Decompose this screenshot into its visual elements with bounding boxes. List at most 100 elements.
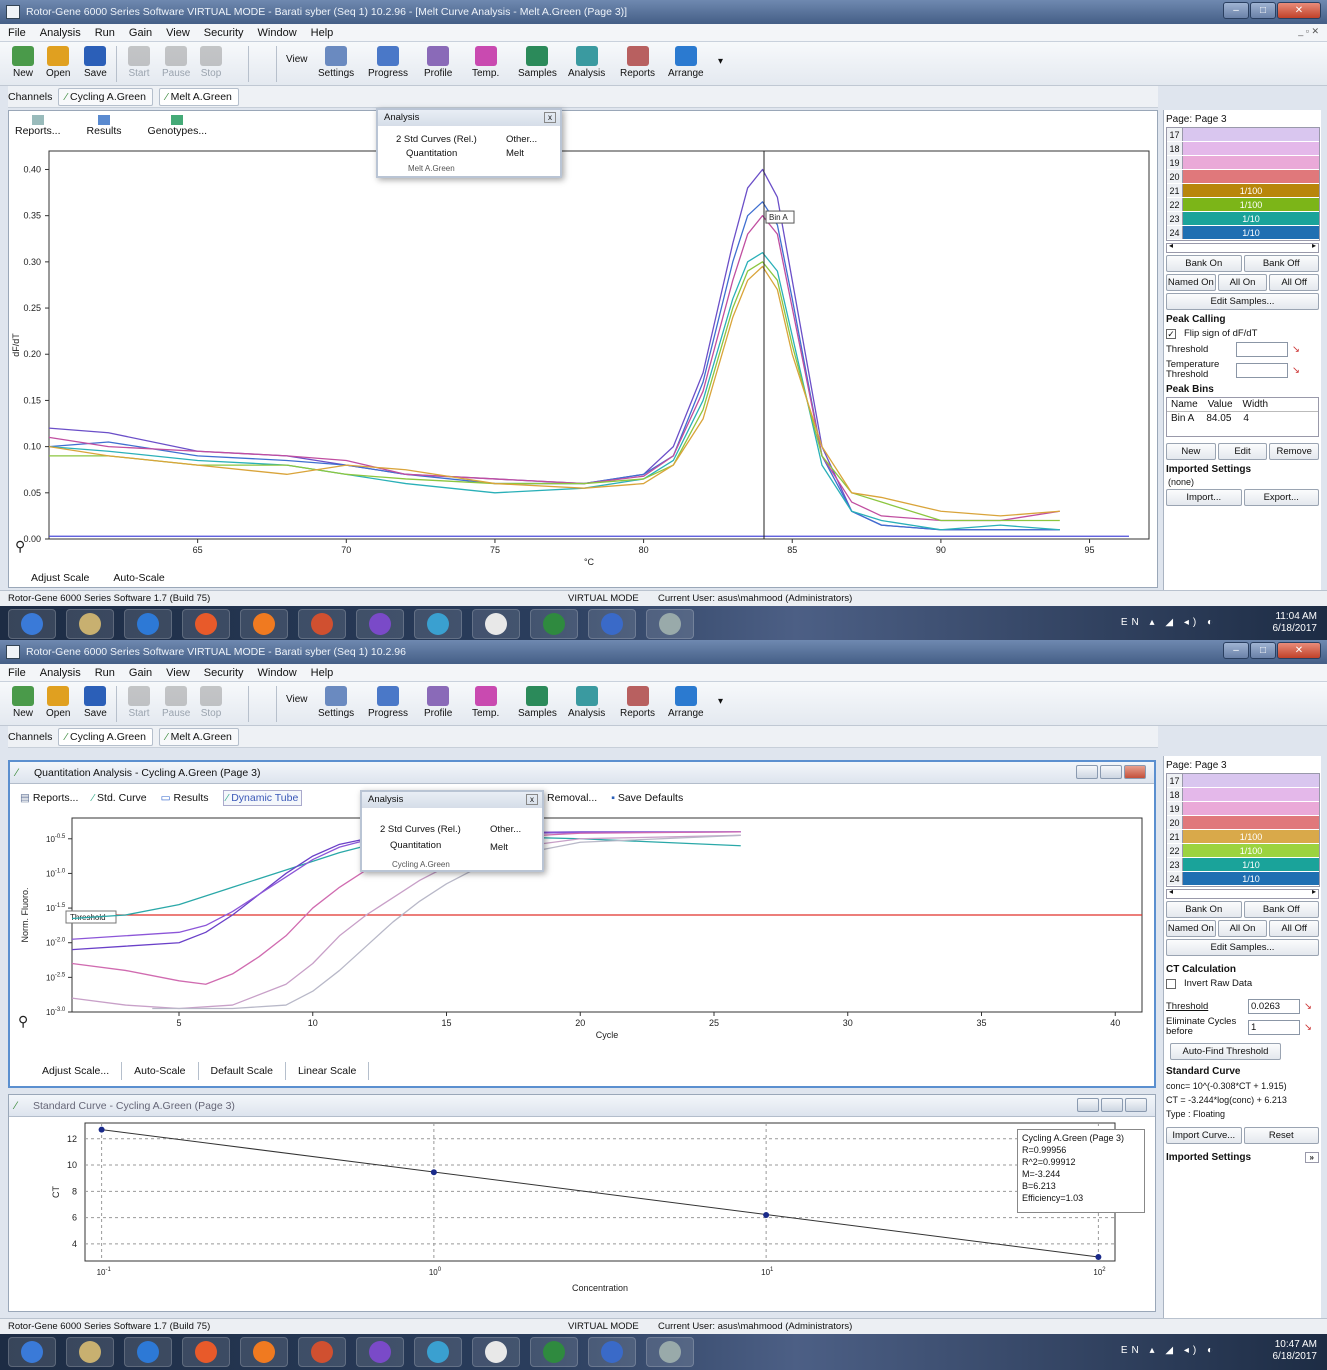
sample-scrollbar[interactable]: ◂ ▸ (1166, 887, 1319, 899)
toolbar-view-button[interactable]: View (286, 54, 308, 94)
all-off-button[interactable]: All Off (1269, 920, 1320, 937)
popup-melt[interactable]: Melt (506, 148, 524, 159)
menu-window[interactable]: Window (257, 26, 297, 39)
toolbar-open-button[interactable]: Open (46, 684, 70, 724)
taskbar-app[interactable] (530, 609, 578, 639)
auto-find-threshold-button[interactable]: Auto-Find Threshold (1170, 1043, 1281, 1060)
sample-scrollbar[interactable]: ◂ ▸ (1166, 241, 1319, 253)
toolbar-start-button[interactable]: Start (128, 684, 150, 724)
popup-quantitation[interactable]: Quantitation (390, 840, 442, 851)
bank-on-button[interactable]: Bank On (1166, 901, 1242, 918)
results-button[interactable]: ▭ Results (160, 792, 209, 804)
pick-icon[interactable]: ↘ (1304, 1021, 1312, 1033)
auto-scale-button[interactable]: Auto-Scale (122, 1062, 199, 1080)
eliminate-cycles-input[interactable]: 1 (1248, 1019, 1300, 1035)
tab-cycling-green[interactable]: ⁄ Cycling A.Green (58, 87, 153, 106)
popup-channel[interactable]: Cycling A.Green (392, 860, 450, 869)
taskbar-app[interactable] (646, 1337, 694, 1367)
mdi-controls[interactable]: _ ▫ ✕ (1298, 26, 1319, 36)
named-on-button[interactable]: Named On (1166, 920, 1216, 937)
taskbar-app[interactable] (240, 1337, 288, 1367)
sample-row[interactable]: 20 (1167, 816, 1319, 830)
all-on-button[interactable]: All On (1217, 920, 1268, 937)
toolbar-analysis-button[interactable]: Analysis (568, 44, 605, 84)
sample-row[interactable]: 20 (1167, 170, 1319, 184)
popup-melt[interactable]: Melt (490, 842, 508, 853)
sample-row[interactable]: 24 1/10 (1167, 872, 1319, 886)
default-scale-button[interactable]: Default Scale (199, 1062, 286, 1080)
menu-view[interactable]: View (166, 26, 190, 39)
toolbar-temp-button[interactable]: Temp. (472, 684, 499, 724)
menu-gain[interactable]: Gain (128, 26, 153, 39)
clock[interactable]: 11:04 AM 6/18/2017 (1273, 611, 1318, 635)
reports-button[interactable]: Reports... (15, 115, 61, 137)
save-defaults-button[interactable]: ▪ Save Defaults (611, 792, 684, 804)
taskbar-app[interactable] (8, 1337, 56, 1367)
dynamic-tube-button[interactable]: ⁄ Dynamic Tube (222, 790, 303, 806)
adjust-scale-button[interactable]: Adjust Scale... (30, 1062, 123, 1080)
taskbar-app[interactable] (414, 1337, 462, 1367)
all-on-button[interactable]: All On (1217, 274, 1268, 291)
sample-row[interactable]: 23 1/10 (1167, 858, 1319, 872)
toolbar-settings-button[interactable]: Settings (318, 44, 354, 84)
taskbar-app[interactable] (588, 1337, 636, 1367)
temperature-threshold-input[interactable] (1236, 362, 1288, 378)
import-curve-button[interactable]: Import Curve... (1166, 1127, 1242, 1144)
popup-quantitation[interactable]: Quantitation (406, 148, 458, 159)
toolbar-stop-button[interactable]: Stop (200, 684, 222, 724)
menu-security[interactable]: Security (203, 26, 244, 39)
minimize-button[interactable]: – (1223, 2, 1249, 19)
edit-samples-button[interactable]: Edit Samples... (1166, 293, 1319, 310)
restore-button[interactable] (1101, 1098, 1123, 1112)
popup-std-curves[interactable]: 2 Std Curves (Rel.) (380, 824, 461, 835)
taskbar-app[interactable] (472, 1337, 520, 1367)
taskbar-app[interactable] (414, 609, 462, 639)
toolbar-analysis-button[interactable]: Analysis (568, 684, 605, 724)
restore-button[interactable] (1100, 765, 1122, 779)
maximize-button[interactable]: □ (1250, 2, 1276, 19)
popup-close-button[interactable]: x (526, 794, 538, 805)
menu-file[interactable]: File (8, 666, 26, 679)
all-off-button[interactable]: All Off (1269, 274, 1320, 291)
flip-sign-checkbox[interactable]: ✓ (1166, 328, 1176, 339)
menu-help[interactable]: Help (310, 666, 334, 679)
tab-melt-green[interactable]: ⁄ Melt A.Green (158, 727, 239, 746)
auto-scale-button[interactable]: Auto-Scale (113, 572, 165, 584)
toolbar-reports-button[interactable]: Reports (620, 684, 655, 724)
minimize-button[interactable] (1076, 765, 1098, 779)
sample-row[interactable]: 17 (1167, 128, 1319, 142)
expand-button[interactable]: » (1304, 1152, 1319, 1163)
toolbar-settings-button[interactable]: Settings (318, 684, 354, 724)
popup-channel[interactable]: Melt A.Green (408, 164, 455, 172)
sample-row[interactable]: 23 1/10 (1167, 212, 1319, 226)
taskbar-app[interactable] (124, 1337, 172, 1367)
toolbar-save-button[interactable]: Save (84, 44, 107, 84)
threshold-input[interactable]: 0.0263 (1248, 999, 1300, 1014)
taskbar-app[interactable] (182, 1337, 230, 1367)
pick-icon[interactable]: ↘ (1304, 1001, 1312, 1012)
toolbar-new-button[interactable]: New (12, 44, 34, 84)
sample-row[interactable]: 21 1/100 (1167, 830, 1319, 844)
sample-row[interactable]: 24 1/10 (1167, 226, 1319, 240)
toolbar-reports-button[interactable]: Reports (620, 44, 655, 84)
menu-analysis[interactable]: Analysis (39, 666, 81, 679)
menu-help[interactable]: Help (310, 26, 334, 39)
table-row[interactable]: Bin A 84.05 4 (1167, 412, 1318, 425)
toolbar-progress-button[interactable]: Progress (368, 684, 408, 724)
pick-icon[interactable]: ↘ (1292, 364, 1300, 376)
toolbar-profile-button[interactable]: Profile (424, 44, 452, 84)
close-button[interactable] (1125, 1098, 1147, 1112)
taskbar-app[interactable] (298, 609, 346, 639)
clock[interactable]: 10:47 AM 6/18/2017 (1273, 1339, 1318, 1363)
invert-raw-checkbox[interactable] (1166, 978, 1176, 989)
menu-run[interactable]: Run (94, 26, 115, 39)
close-button[interactable]: ✕ (1277, 2, 1321, 19)
toolbar-profile-button[interactable]: Profile (424, 684, 452, 724)
taskbar-app[interactable] (8, 609, 56, 639)
import-button[interactable]: Import... (1166, 489, 1242, 506)
system-tray[interactable]: EN ▴ ◢ ◂) ◐ (1120, 1345, 1217, 1356)
minimize-button[interactable] (1077, 1098, 1099, 1112)
menu-analysis[interactable]: Analysis (39, 26, 81, 39)
genotypes-button[interactable]: Genotypes... (148, 115, 207, 137)
toolbar-overflow-icon[interactable]: ▾ (718, 56, 724, 67)
